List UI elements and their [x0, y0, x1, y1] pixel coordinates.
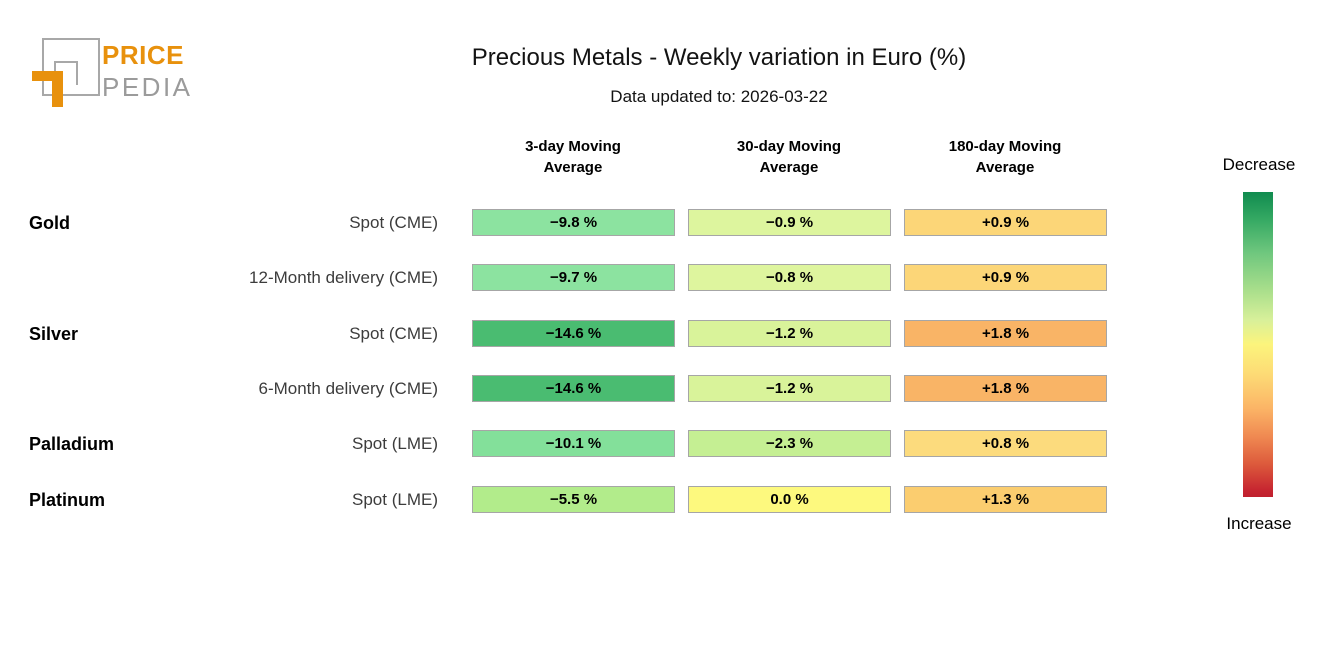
heatmap-cell: −10.1 % [472, 430, 675, 457]
brand-name-price: PRICE [102, 40, 184, 70]
heatmap-cell: −14.6 % [472, 375, 675, 402]
heatmap-cell: −14.6 % [472, 320, 675, 347]
heatmap-cell: −1.2 % [688, 320, 891, 347]
heatmap-cell: −9.8 % [472, 209, 675, 236]
column-header-3: 180-day Moving Average [948, 138, 1062, 176]
contract-label: 12-Month delivery (CME) [249, 268, 438, 287]
metal-group-label: Platinum [29, 490, 106, 510]
heatmap-cell: −2.3 % [688, 430, 891, 457]
heatmap-cell: +1.8 % [904, 320, 1107, 347]
contract-label: Spot (LME) [352, 490, 438, 509]
heatmap-cell: −1.2 % [688, 375, 891, 402]
heatmap-cell: +0.8 % [904, 430, 1107, 457]
chart-title: Precious Metals - Weekly variation in Eu… [471, 44, 967, 71]
heatmap-cell: 0.0 % [688, 486, 891, 513]
contract-label: Spot (CME) [349, 213, 438, 232]
column-header-2: 30-day Moving Average [736, 138, 842, 176]
heatmap-cell: +1.3 % [904, 486, 1107, 513]
heatmap-cell: −0.8 % [688, 264, 891, 291]
contract-label: 6-Month delivery (CME) [258, 379, 439, 398]
metal-group-label: Palladium [29, 434, 115, 454]
metal-group-label: Gold [29, 213, 70, 233]
heatmap-cell: −5.5 % [472, 486, 675, 513]
logo-arrow-icon [32, 71, 63, 81]
heatmap-cell: +1.8 % [904, 375, 1107, 402]
heatmap-cell: −0.9 % [688, 209, 891, 236]
heatmap-cell: +0.9 % [904, 209, 1107, 236]
logo-outer-square-icon [42, 38, 100, 96]
chart-subtitle: Data updated to: 2026-03-22 [610, 87, 828, 106]
colorbar-gradient [1243, 192, 1273, 497]
legend-label-decrease: Decrease [1222, 155, 1296, 174]
pricepedia-logo: PRICE PEDIA [0, 0, 260, 130]
contract-label: Spot (CME) [349, 324, 438, 343]
contract-label: Spot (LME) [352, 434, 438, 453]
heatmap-cell: +0.9 % [904, 264, 1107, 291]
brand-name-pedia: PEDIA [102, 72, 193, 102]
heatmap-cell: −9.7 % [472, 264, 675, 291]
logo-arrow-icon [52, 71, 63, 107]
metal-group-label: Silver [29, 324, 79, 344]
legend-label-increase: Increase [1226, 514, 1292, 533]
column-header-1: 3-day Moving Average [525, 138, 621, 176]
